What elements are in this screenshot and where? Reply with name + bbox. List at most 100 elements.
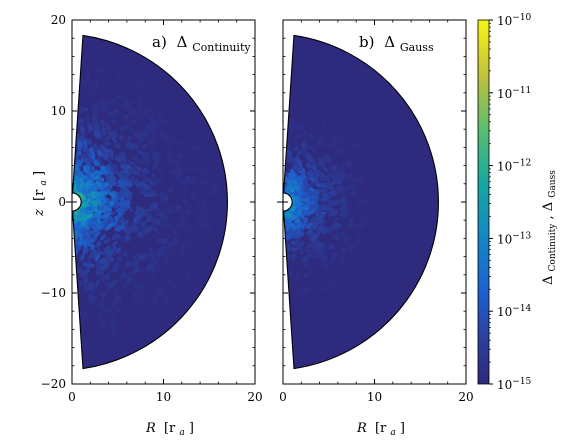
heatmap-cell	[185, 201, 190, 208]
heatmap-cell	[75, 184, 82, 193]
heatmap-cell	[351, 257, 356, 263]
heatmap-cell	[287, 253, 292, 261]
heatmap-cell	[316, 197, 325, 203]
heatmap-cell	[320, 162, 326, 168]
heatmap-cell	[293, 147, 300, 151]
heatmap-cell	[134, 110, 142, 119]
heatmap-cell	[360, 213, 370, 218]
heatmap-cell	[109, 167, 116, 173]
heatmap-cell	[306, 157, 312, 165]
panel-a-xlabel: R [r a ]	[145, 421, 194, 439]
heatmap-cell	[161, 312, 167, 317]
heatmap-cell	[95, 157, 101, 165]
heatmap-cell	[178, 184, 184, 190]
heatmap-cell	[195, 203, 200, 210]
heatmap-cell	[149, 247, 154, 252]
heatmap-cell	[79, 207, 86, 214]
heatmap-cell	[151, 155, 157, 160]
heatmap-cell	[154, 251, 159, 255]
heatmap-cell	[338, 148, 345, 156]
heatmap-cell	[153, 227, 158, 232]
heatmap-cell	[357, 224, 364, 229]
heatmap-cell	[83, 312, 90, 321]
panel-a-xlabel-var: R	[145, 421, 156, 436]
heatmap-cell	[159, 132, 167, 139]
heatmap-cell	[145, 263, 154, 272]
heatmap-cell	[301, 279, 308, 288]
heatmap-cell	[124, 261, 132, 268]
colorbar-tick-label: 10−13	[497, 231, 532, 246]
heatmap-cell	[184, 241, 191, 248]
heatmap-cell	[148, 133, 156, 140]
heatmap-cell	[127, 224, 136, 230]
heatmap-cell	[144, 225, 154, 233]
heatmap-cell	[93, 296, 98, 300]
heatmap-cell	[138, 292, 145, 299]
heatmap-cell	[101, 125, 108, 135]
heatmap-cell	[344, 124, 353, 132]
heatmap-cell	[169, 134, 177, 141]
heatmap-cell	[344, 237, 348, 241]
heatmap-cell	[146, 218, 152, 222]
heatmap-cell	[157, 168, 163, 172]
heatmap-cell	[114, 98, 120, 107]
colorbar-label-main-1: Δ	[541, 276, 556, 285]
heatmap-cell	[331, 271, 337, 277]
heatmap-cell	[101, 152, 107, 158]
heatmap-cell	[163, 267, 169, 274]
heatmap-cell	[95, 241, 102, 248]
panel-b-title: b) Δ Gauss	[359, 33, 434, 54]
heatmap-cell	[164, 252, 172, 259]
heatmap-cell	[297, 207, 307, 213]
heatmap-cell	[190, 190, 196, 196]
heatmap-cell	[323, 242, 332, 251]
heatmap-cell	[142, 143, 147, 149]
colorbar-ticks: 10−10 10−11 10−12 10−13 10−14 10−15	[489, 13, 532, 392]
heatmap-cell	[179, 249, 184, 255]
heatmap-cell	[160, 199, 169, 205]
heatmap-cell	[129, 269, 135, 276]
heatmap-cell	[84, 149, 91, 154]
heatmap-cell	[103, 279, 109, 286]
heatmap-cell	[180, 228, 187, 232]
heatmap-cell	[120, 219, 126, 227]
x-tick-label: 20	[458, 390, 473, 404]
heatmap-cell	[196, 150, 204, 157]
heatmap-cell	[101, 224, 108, 231]
heatmap-cell	[88, 128, 92, 133]
heatmap-cell	[142, 168, 150, 174]
heatmap-cell	[84, 206, 92, 210]
heatmap-cell	[174, 256, 180, 262]
heatmap-cell	[127, 302, 134, 312]
heatmap-cell	[147, 124, 153, 129]
heatmap-cell	[318, 259, 323, 265]
heatmap-cell	[151, 293, 159, 301]
heatmap-cell	[133, 217, 139, 222]
heatmap-cell	[292, 123, 296, 127]
heatmap-cell	[129, 107, 137, 116]
heatmap-cell	[81, 301, 85, 305]
heatmap-cell	[105, 175, 111, 181]
heatmap-cell	[312, 176, 319, 183]
heatmap-cell	[80, 153, 87, 160]
heatmap-cell	[338, 257, 346, 265]
heatmap-cell	[96, 186, 102, 191]
heatmap-cell	[311, 221, 319, 229]
heatmap-cell	[337, 172, 346, 180]
heatmap-cell	[211, 184, 220, 191]
heatmap-cell	[296, 189, 302, 194]
colorbar-tick-label: 10−10	[497, 13, 532, 28]
heatmap-cell	[168, 168, 177, 175]
heatmap-cell	[180, 181, 188, 186]
heatmap-cell	[148, 314, 156, 323]
heatmap-cell	[143, 87, 148, 92]
colorbar-tick-label: 10−11	[497, 86, 531, 101]
heatmap-cell	[193, 145, 201, 152]
heatmap-cell	[213, 221, 220, 227]
heatmap-cell	[132, 252, 140, 260]
heatmap-cell	[88, 340, 95, 348]
heatmap-cell	[115, 201, 120, 206]
heatmap-cell	[185, 273, 193, 280]
heatmap-cell	[99, 104, 103, 113]
heatmap-cell	[306, 229, 313, 235]
